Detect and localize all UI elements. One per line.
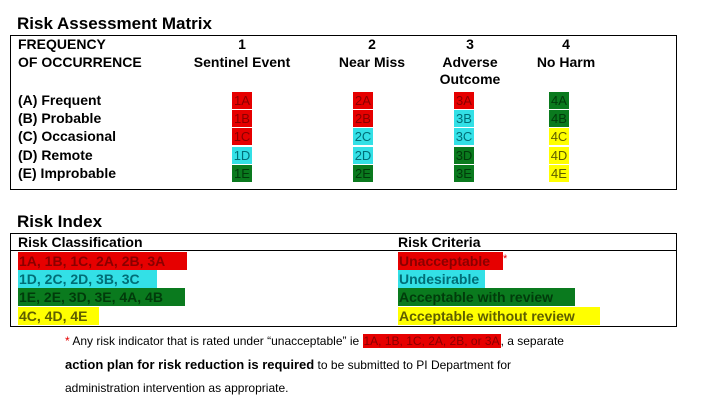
criteria-asterisk: * [503, 253, 508, 265]
frequency-header-line1: FREQUENCY [18, 36, 106, 52]
matrix-title: Risk Assessment Matrix [17, 14, 212, 33]
index-title: Risk Index [17, 212, 103, 231]
column-3-number: 3 [466, 36, 474, 52]
risk-cell-2e: 2E [353, 165, 373, 182]
footnote-text-b: , a separate [500, 334, 564, 348]
risk-cell-3d: 3D [454, 147, 474, 164]
criteria-unacceptable: Unacceptable [398, 252, 503, 270]
frequency-header-line2: OF OCCURRENCE [18, 54, 142, 70]
classification-undesirable: 1D, 2C, 2D, 3B, 3C [18, 270, 157, 288]
classification-acceptable-no-review: 4C, 4D, 4E [18, 307, 99, 325]
risk-criteria-header: Risk Criteria [398, 234, 481, 250]
row-label-occasional: (C) Occasional [18, 128, 117, 144]
footnote-text-a: Any risk indicator that is rated under “… [69, 334, 363, 348]
index-header-divider [10, 250, 677, 251]
risk-cell-2a: 2A [353, 92, 373, 109]
risk-cell-1b: 1B [232, 110, 252, 127]
criteria-acceptable-no-review: Acceptable without review [398, 307, 600, 325]
risk-cell-1c: 1C [232, 128, 252, 145]
column-3-name: Adverse [442, 54, 498, 70]
footnote-line2: action plan for risk reduction is requir… [65, 356, 511, 374]
footnote-text-c: to be submitted to PI Department for [314, 358, 511, 372]
footnote-line1: * Any risk indicator that is rated under… [65, 333, 564, 350]
index-box [10, 233, 677, 327]
criteria-acceptable-review: Acceptable with review [398, 288, 575, 306]
footnote-bold: action plan for risk reduction is requir… [65, 357, 315, 372]
risk-cell-4b: 4B [549, 110, 569, 127]
column-3-name-line2: Outcome [439, 71, 501, 87]
row-label-remote: (D) Remote [18, 147, 93, 163]
risk-cell-3a: 3A [454, 92, 474, 109]
matrix-box [10, 35, 677, 190]
risk-cell-4c: 4C [549, 128, 569, 145]
risk-cell-4d: 4D [549, 147, 569, 164]
column-2-number: 2 [368, 36, 376, 52]
row-label-frequent: (A) Frequent [18, 92, 102, 108]
classification-unacceptable: 1A, 1B, 1C, 2A, 2B, 3A [18, 252, 187, 270]
risk-cell-1a: 1A [232, 92, 252, 109]
column-1-name: Sentinel Event [193, 54, 291, 70]
column-4-name: No Harm [536, 54, 596, 70]
risk-cell-3c: 3C [454, 128, 474, 145]
risk-cell-2d: 2D [353, 147, 373, 164]
criteria-undesirable: Undesirable [398, 270, 485, 288]
risk-cell-4e: 4E [549, 165, 569, 182]
column-1-number: 1 [238, 36, 246, 52]
footnote-highlight: 1A, 1B, 1C, 2A, 2B, or 3A [362, 334, 501, 348]
risk-cell-1e: 1E [232, 165, 252, 182]
risk-cell-1d: 1D [232, 147, 252, 164]
column-4-number: 4 [562, 36, 570, 52]
footnote-line3: administration intervention as appropria… [65, 381, 289, 395]
row-label-improbable: (E) Improbable [18, 165, 117, 181]
criteria-unacceptable-label: Unacceptable [399, 253, 491, 269]
risk-cell-2c: 2C [353, 128, 373, 145]
footnote-asterisk: * [65, 334, 70, 348]
row-label-probable: (B) Probable [18, 110, 102, 126]
risk-cell-3b: 3B [454, 110, 474, 127]
risk-cell-4a: 4A [549, 92, 569, 109]
classification-acceptable-review: 1E, 2E, 3D, 3E, 4A, 4B [18, 288, 185, 306]
column-2-name: Near Miss [338, 54, 406, 70]
risk-cell-3e: 3E [454, 165, 474, 182]
risk-cell-2b: 2B [353, 110, 373, 127]
risk-classification-header: Risk Classification [18, 234, 143, 250]
